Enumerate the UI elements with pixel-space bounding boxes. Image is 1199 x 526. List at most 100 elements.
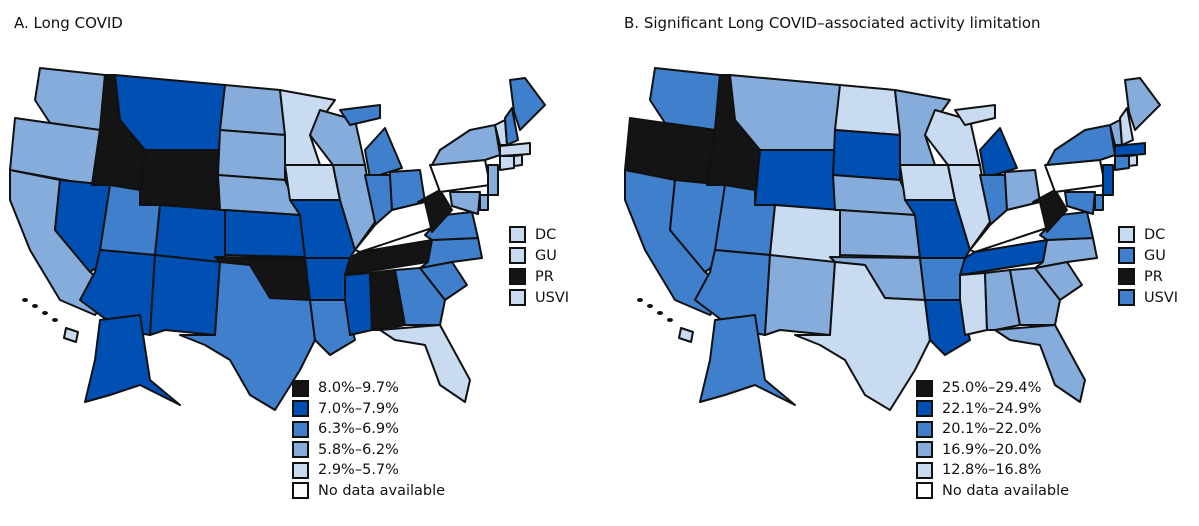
- legend-swatch: [509, 289, 526, 306]
- legend-swatch: [916, 400, 933, 418]
- state-nj: [487, 164, 499, 196]
- territory-item-label: PR: [1144, 268, 1163, 285]
- state-mi-up: [339, 104, 381, 126]
- territory-item: GU: [1118, 245, 1178, 266]
- territory-item-label: PR: [535, 268, 554, 285]
- state-md: [449, 191, 481, 215]
- state-mi: [364, 127, 403, 179]
- legend-swatch: [292, 441, 309, 459]
- legend-item: 6.3%–6.9%: [292, 419, 445, 440]
- legend-item: 12.8%–16.8%: [916, 460, 1069, 481]
- territory-item: DC: [1118, 224, 1178, 245]
- legend-item-label: 7.0%–7.9%: [318, 400, 399, 417]
- legend-swatch: [916, 420, 933, 438]
- legend-item: 5.8%–6.2%: [292, 440, 445, 461]
- state-hi: [678, 327, 694, 343]
- state-ga: [1009, 267, 1061, 326]
- legend-item: 16.9%–20.0%: [916, 440, 1069, 461]
- legend-swatch: [292, 379, 309, 397]
- state-mi-up: [954, 104, 996, 126]
- legend-item-label: 5.8%–6.2%: [318, 441, 399, 458]
- map-a-territories: DC GU PR USVI: [509, 224, 569, 308]
- map-b-legend: 25.0%–29.4% 22.1%–24.9% 20.1%–22.0% 16.9%–2…: [916, 378, 1069, 501]
- state-de: [1094, 194, 1104, 211]
- state-ia: [899, 164, 956, 201]
- state-nj: [1102, 164, 1114, 196]
- legend-item-label: 6.3%–6.9%: [318, 421, 399, 438]
- state-la: [309, 299, 356, 356]
- state-tx: [794, 261, 931, 411]
- state-wa: [34, 67, 106, 131]
- state-ny: [1046, 124, 1116, 166]
- legend-item-label: 20.1%–22.0%: [942, 421, 1042, 438]
- legend-swatch: [292, 482, 309, 500]
- territory-item: USVI: [509, 287, 569, 308]
- state-ri: [1128, 154, 1138, 167]
- state-nm: [149, 254, 221, 336]
- legend-item: 22.1%–24.9%: [916, 399, 1069, 420]
- state-ma: [1114, 142, 1146, 157]
- state-wv: [1032, 189, 1068, 233]
- territory-item-label: GU: [535, 247, 557, 264]
- territory-item-label: USVI: [1144, 289, 1179, 306]
- state-ma: [499, 142, 531, 157]
- hawaii-island: [32, 304, 38, 308]
- legend-item: 20.1%–22.0%: [916, 419, 1069, 440]
- legend-swatch: [916, 482, 933, 500]
- legend-item-label: 12.8%–16.8%: [942, 462, 1042, 479]
- legend-swatch: [916, 441, 933, 459]
- legend-item-label: No data available: [318, 482, 446, 499]
- legend-item: 8.0%–9.7%: [292, 378, 445, 399]
- legend-swatch: [1118, 247, 1135, 264]
- state-fl: [994, 324, 1086, 403]
- state-la: [924, 299, 971, 356]
- state-ct: [499, 155, 515, 171]
- legend-item: 7.0%–7.9%: [292, 399, 445, 420]
- legend-swatch: [1118, 226, 1135, 243]
- state-wv: [417, 189, 453, 233]
- hawaii-island: [22, 298, 28, 302]
- territory-item-label: DC: [535, 226, 557, 243]
- state-me: [1124, 77, 1161, 131]
- hawaii-island: [657, 311, 663, 315]
- legend-item: 25.0%–29.4%: [916, 378, 1069, 399]
- legend-swatch: [509, 226, 526, 243]
- state-nh: [504, 107, 519, 146]
- legend-item-label: 16.9%–20.0%: [942, 441, 1042, 458]
- legend-swatch: [1118, 268, 1135, 285]
- legend-swatch: [292, 461, 309, 479]
- state-ak: [699, 314, 796, 406]
- hawaii-island: [667, 318, 673, 322]
- legend-item: No data available: [916, 481, 1069, 502]
- map-a-title: A. Long COVID: [14, 14, 123, 32]
- state-ak: [84, 314, 181, 406]
- state-ar: [304, 257, 351, 301]
- hawaii-island: [42, 311, 48, 315]
- state-nh: [1119, 107, 1134, 146]
- state-nd: [834, 84, 901, 136]
- territory-item: DC: [509, 224, 569, 245]
- state-ri: [513, 154, 523, 167]
- hawaii-island: [637, 298, 643, 302]
- legend-item-label: 2.9%–5.7%: [318, 462, 399, 479]
- territory-item: USVI: [1118, 287, 1178, 308]
- state-wa: [649, 67, 721, 131]
- state-wy: [754, 149, 836, 211]
- state-sd: [832, 129, 901, 181]
- state-al: [984, 269, 1021, 331]
- map-a: [9, 67, 546, 411]
- state-sd: [217, 129, 286, 181]
- state-ga: [394, 267, 446, 326]
- state-ks: [839, 209, 921, 258]
- territory-item: PR: [509, 266, 569, 287]
- state-ct: [1114, 155, 1130, 171]
- legend-swatch: [916, 461, 933, 479]
- legend-item-label: 25.0%–29.4%: [942, 380, 1042, 397]
- state-ar: [919, 257, 966, 301]
- map-b-territories: DC GU PR USVI: [1118, 224, 1178, 308]
- legend-swatch: [1118, 289, 1135, 306]
- state-md: [1064, 191, 1096, 215]
- state-hi: [63, 327, 79, 343]
